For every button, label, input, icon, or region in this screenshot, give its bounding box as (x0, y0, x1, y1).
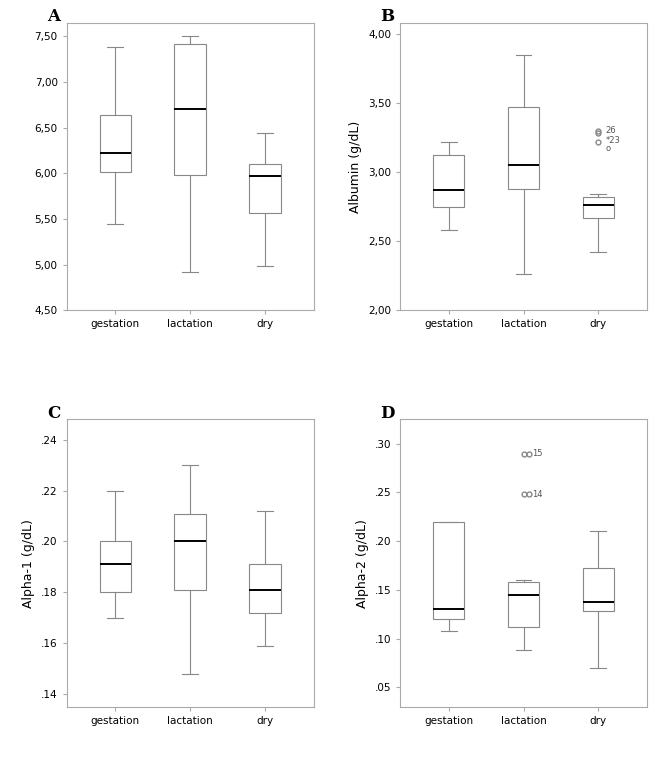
Text: A: A (47, 8, 60, 25)
Text: 26: 26 (606, 126, 616, 135)
PathPatch shape (433, 521, 464, 619)
PathPatch shape (508, 107, 539, 188)
PathPatch shape (175, 44, 206, 175)
PathPatch shape (583, 568, 614, 611)
PathPatch shape (175, 514, 206, 590)
Text: C: C (47, 405, 60, 422)
PathPatch shape (99, 115, 131, 172)
PathPatch shape (249, 565, 281, 613)
Text: 15: 15 (532, 449, 543, 458)
Text: o: o (606, 144, 611, 153)
Y-axis label: Albumin (g/dL): Albumin (g/dL) (350, 120, 362, 213)
Text: D: D (380, 405, 395, 422)
PathPatch shape (99, 541, 131, 592)
PathPatch shape (508, 582, 539, 627)
PathPatch shape (583, 197, 614, 217)
Text: 14: 14 (532, 490, 543, 499)
Y-axis label: Alpha-2 (g/dL): Alpha-2 (g/dL) (356, 518, 369, 607)
PathPatch shape (249, 164, 281, 214)
PathPatch shape (433, 156, 464, 207)
Y-axis label: Alpha-1 (g/dL): Alpha-1 (g/dL) (23, 518, 35, 607)
Text: *23: *23 (606, 136, 621, 144)
Text: B: B (380, 8, 394, 25)
